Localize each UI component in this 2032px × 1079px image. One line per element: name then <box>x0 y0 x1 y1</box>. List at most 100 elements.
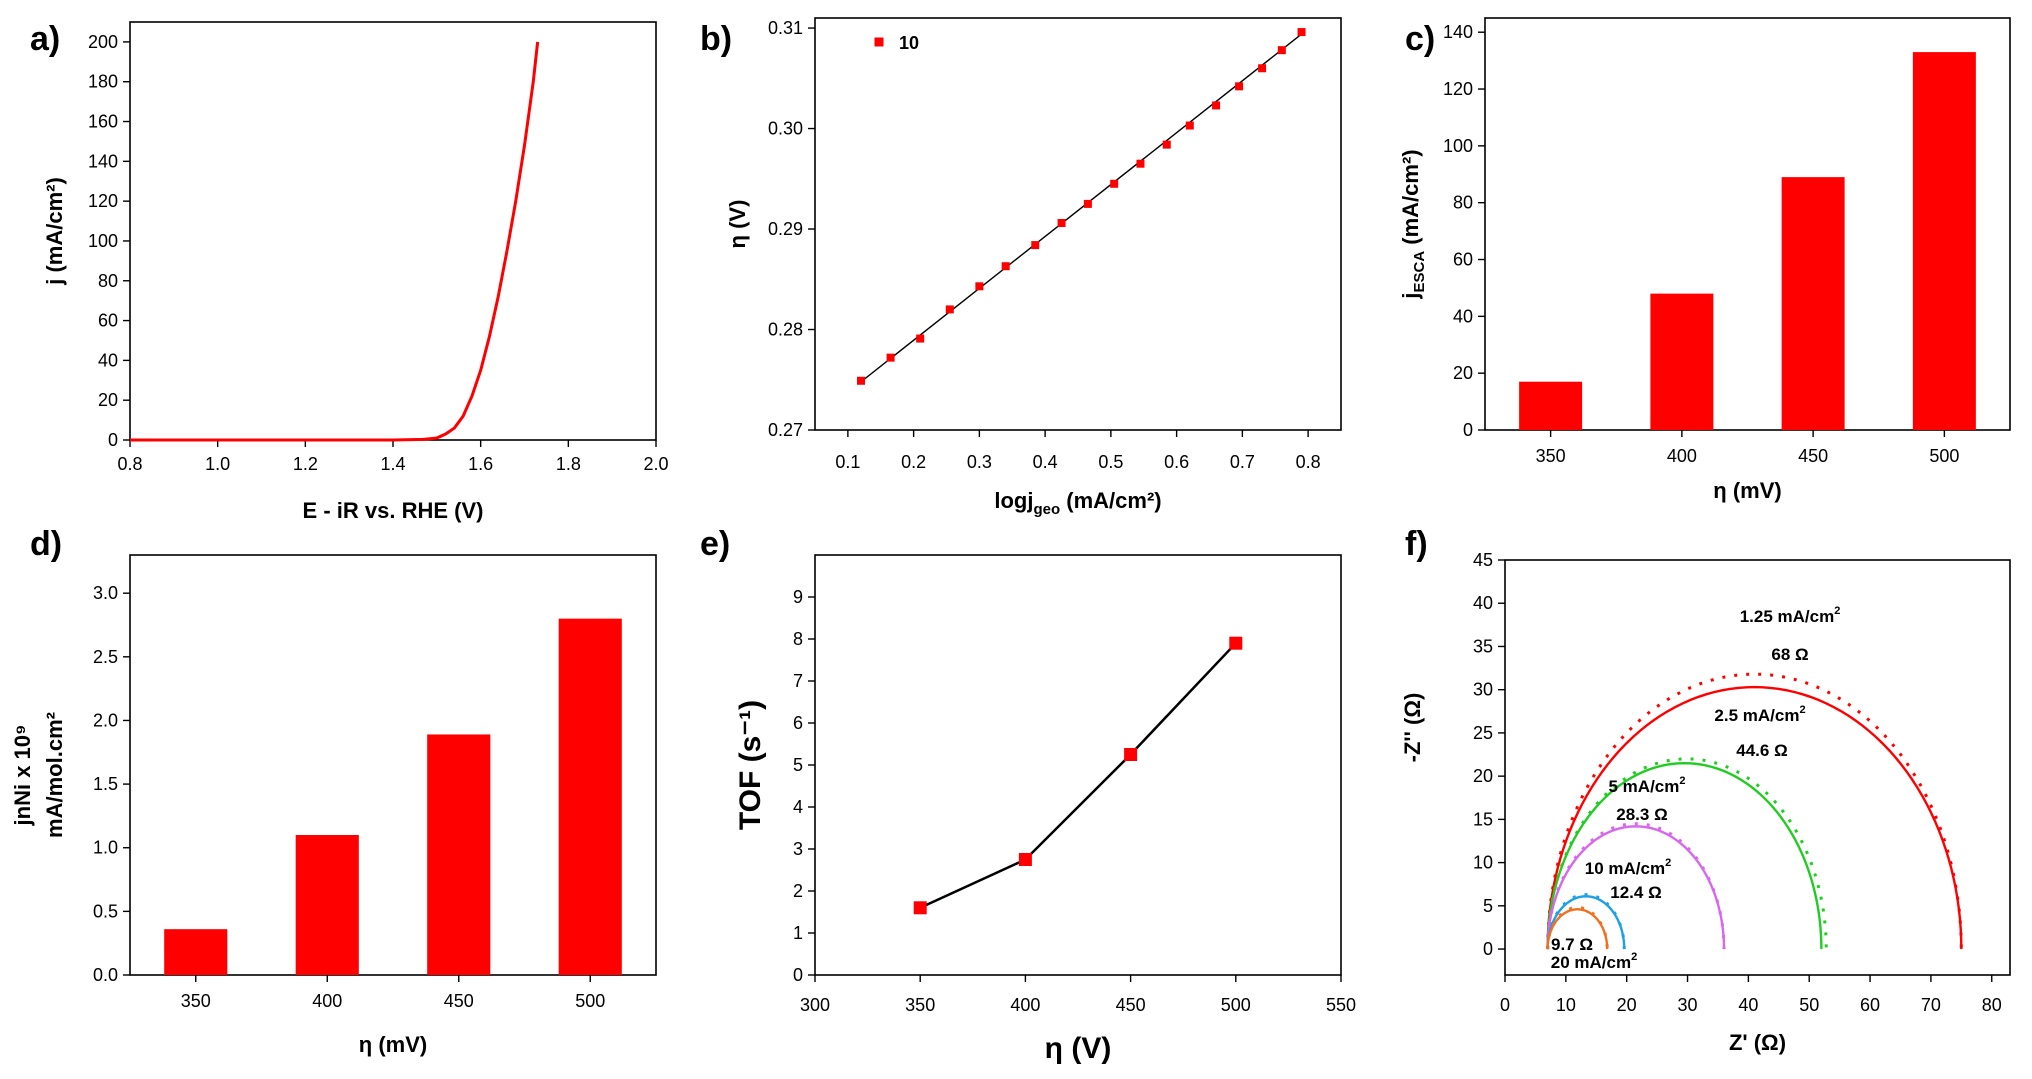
impedance-fit-line <box>1546 685 1963 950</box>
x-tick-label: 500 <box>1929 446 1959 466</box>
series-line <box>919 642 1237 909</box>
y-tick-label: 1.5 <box>93 774 118 794</box>
y-tick-label: 2 <box>793 881 803 901</box>
panel-letter-c: c) <box>1405 20 1435 58</box>
y-axis-title: TOF (s⁻¹) <box>734 700 767 830</box>
y-tick-label: 5 <box>1483 896 1493 916</box>
x-tick-label: 1.0 <box>205 454 230 474</box>
impedance-data-line <box>1546 757 1828 950</box>
y-tick-label: 0.31 <box>768 18 803 38</box>
y-tick-label: 20 <box>98 390 118 410</box>
y-tick-label: 40 <box>1453 306 1473 326</box>
y-tick-label: 0.30 <box>768 119 803 139</box>
y-tick-label: 35 <box>1473 636 1493 656</box>
x-tick-label: 0.5 <box>1098 452 1123 472</box>
bar-400 <box>295 835 359 975</box>
y-tick-label: 4 <box>793 797 803 817</box>
y-tick-label: 0.29 <box>768 219 803 239</box>
y-tick-label: 1 <box>793 923 803 943</box>
bar-500 <box>558 618 622 975</box>
current-density-label: 5 mA/cm2 <box>1609 775 1686 796</box>
y-tick-label: 40 <box>1473 593 1493 613</box>
y-tick-label: 8 <box>793 629 803 649</box>
x-tick-label: 10 <box>1556 995 1576 1015</box>
x-axis-title: η (V) <box>1045 1032 1112 1065</box>
current-density-label: 2.5 mA/cm2 <box>1714 704 1805 725</box>
y-tick-label: 10 <box>1473 853 1493 873</box>
x-tick-label: 70 <box>1921 995 1941 1015</box>
y-tick-label: 45 <box>1473 550 1493 570</box>
x-tick-label: 400 <box>1667 446 1697 466</box>
x-tick-label: 2.0 <box>643 454 668 474</box>
y-axis-title: η (V) <box>725 200 750 249</box>
y-tick-label: 80 <box>1453 193 1473 213</box>
y-tick-label: 30 <box>1473 680 1493 700</box>
x-tick-label: 500 <box>575 991 605 1011</box>
data-point <box>1162 140 1171 149</box>
plot-frame <box>1504 559 2011 976</box>
y-tick-label: 140 <box>88 151 118 171</box>
y-axis-title: jESCA (mA/cm²) <box>1398 149 1428 299</box>
impedance-data-line <box>1546 822 1726 950</box>
y-tick-label: 6 <box>793 713 803 733</box>
data-point <box>1031 241 1040 250</box>
y-tick-label: 3.0 <box>93 583 118 603</box>
y-tick-label: 180 <box>88 72 118 92</box>
x-tick-label: 550 <box>1326 995 1356 1015</box>
x-tick-label: 1.8 <box>556 454 581 474</box>
y-tick-label: 0.28 <box>768 320 803 340</box>
data-point <box>913 901 927 915</box>
x-tick-label: 450 <box>1798 446 1828 466</box>
data-point <box>1136 159 1145 168</box>
bar-450 <box>427 734 491 975</box>
panel-f-chart: 0 10 20 30 40 50 60 70 80 0 5 10 15 20 25 30 35 40 45 1.25 … <box>1400 550 2011 1055</box>
y-tick-label: 7 <box>793 671 803 691</box>
legend-label: 10 <box>899 33 919 53</box>
impedance-fit-line <box>1546 761 1823 950</box>
y-tick-label: 1.0 <box>93 838 118 858</box>
y-tick-label: 120 <box>88 191 118 211</box>
panel-c-chart: 0 20 40 60 80 100 120 140 350 400 450 500 η (mV) jESC… <box>1398 17 2011 503</box>
y-axis-title-line1: jnNi x 10⁹ <box>10 725 35 827</box>
bar-350 <box>164 929 228 975</box>
x-tick-label: 40 <box>1738 995 1758 1015</box>
x-tick-label: 20 <box>1617 995 1637 1015</box>
resistance-label: 12.4 Ω <box>1610 883 1661 902</box>
bar-350 <box>1519 381 1583 430</box>
plot-frame <box>814 554 1342 976</box>
x-tick-label: 350 <box>905 995 935 1015</box>
x-tick-label: 300 <box>800 995 830 1015</box>
y-tick-label: 120 <box>1443 79 1473 99</box>
y-tick-label: 0.0 <box>93 965 118 985</box>
data-point <box>916 334 925 343</box>
y-tick-label: 160 <box>88 112 118 132</box>
x-tick-label: 400 <box>312 991 342 1011</box>
resistance-label: 9.7 Ω <box>1551 935 1593 954</box>
y-tick-label: 60 <box>1453 250 1473 270</box>
x-tick-label: 1.4 <box>380 454 405 474</box>
data-point <box>1258 64 1267 73</box>
y-tick-label: 0 <box>793 965 803 985</box>
x-tick-label: 350 <box>181 991 211 1011</box>
x-tick-label: 0.1 <box>835 452 860 472</box>
legend-marker <box>874 37 884 47</box>
x-tick-label: 0.7 <box>1230 452 1255 472</box>
y-tick-label: 0 <box>108 430 118 450</box>
panel-a-chart: 0.8 1.0 1.2 1.4 1.6 1.8 2.0 0 20 40 60 80 100 120 140 1… <box>42 21 669 523</box>
y-tick-label: 100 <box>88 231 118 251</box>
fit-line <box>860 33 1302 383</box>
x-tick-label: 450 <box>444 991 474 1011</box>
x-axis-title: η (mV) <box>1713 478 1781 503</box>
bar-450 <box>1781 177 1845 430</box>
bar-400 <box>1650 293 1714 430</box>
plot-frame <box>814 17 1342 431</box>
x-tick-label: 60 <box>1860 995 1880 1015</box>
data-point <box>975 282 984 291</box>
y-tick-label: 25 <box>1473 723 1493 743</box>
panel-letter-f: f) <box>1405 525 1428 563</box>
y-tick-label: 20 <box>1473 766 1493 786</box>
panel-e-chart: 300 350 400 450 500 550 0 1 2 3 4 5 6 7 8 9 η (V) TOF (s⁻… <box>734 554 1356 1065</box>
data-point <box>1185 121 1194 130</box>
data-point <box>1277 46 1286 55</box>
x-tick-label: 0.3 <box>967 452 992 472</box>
